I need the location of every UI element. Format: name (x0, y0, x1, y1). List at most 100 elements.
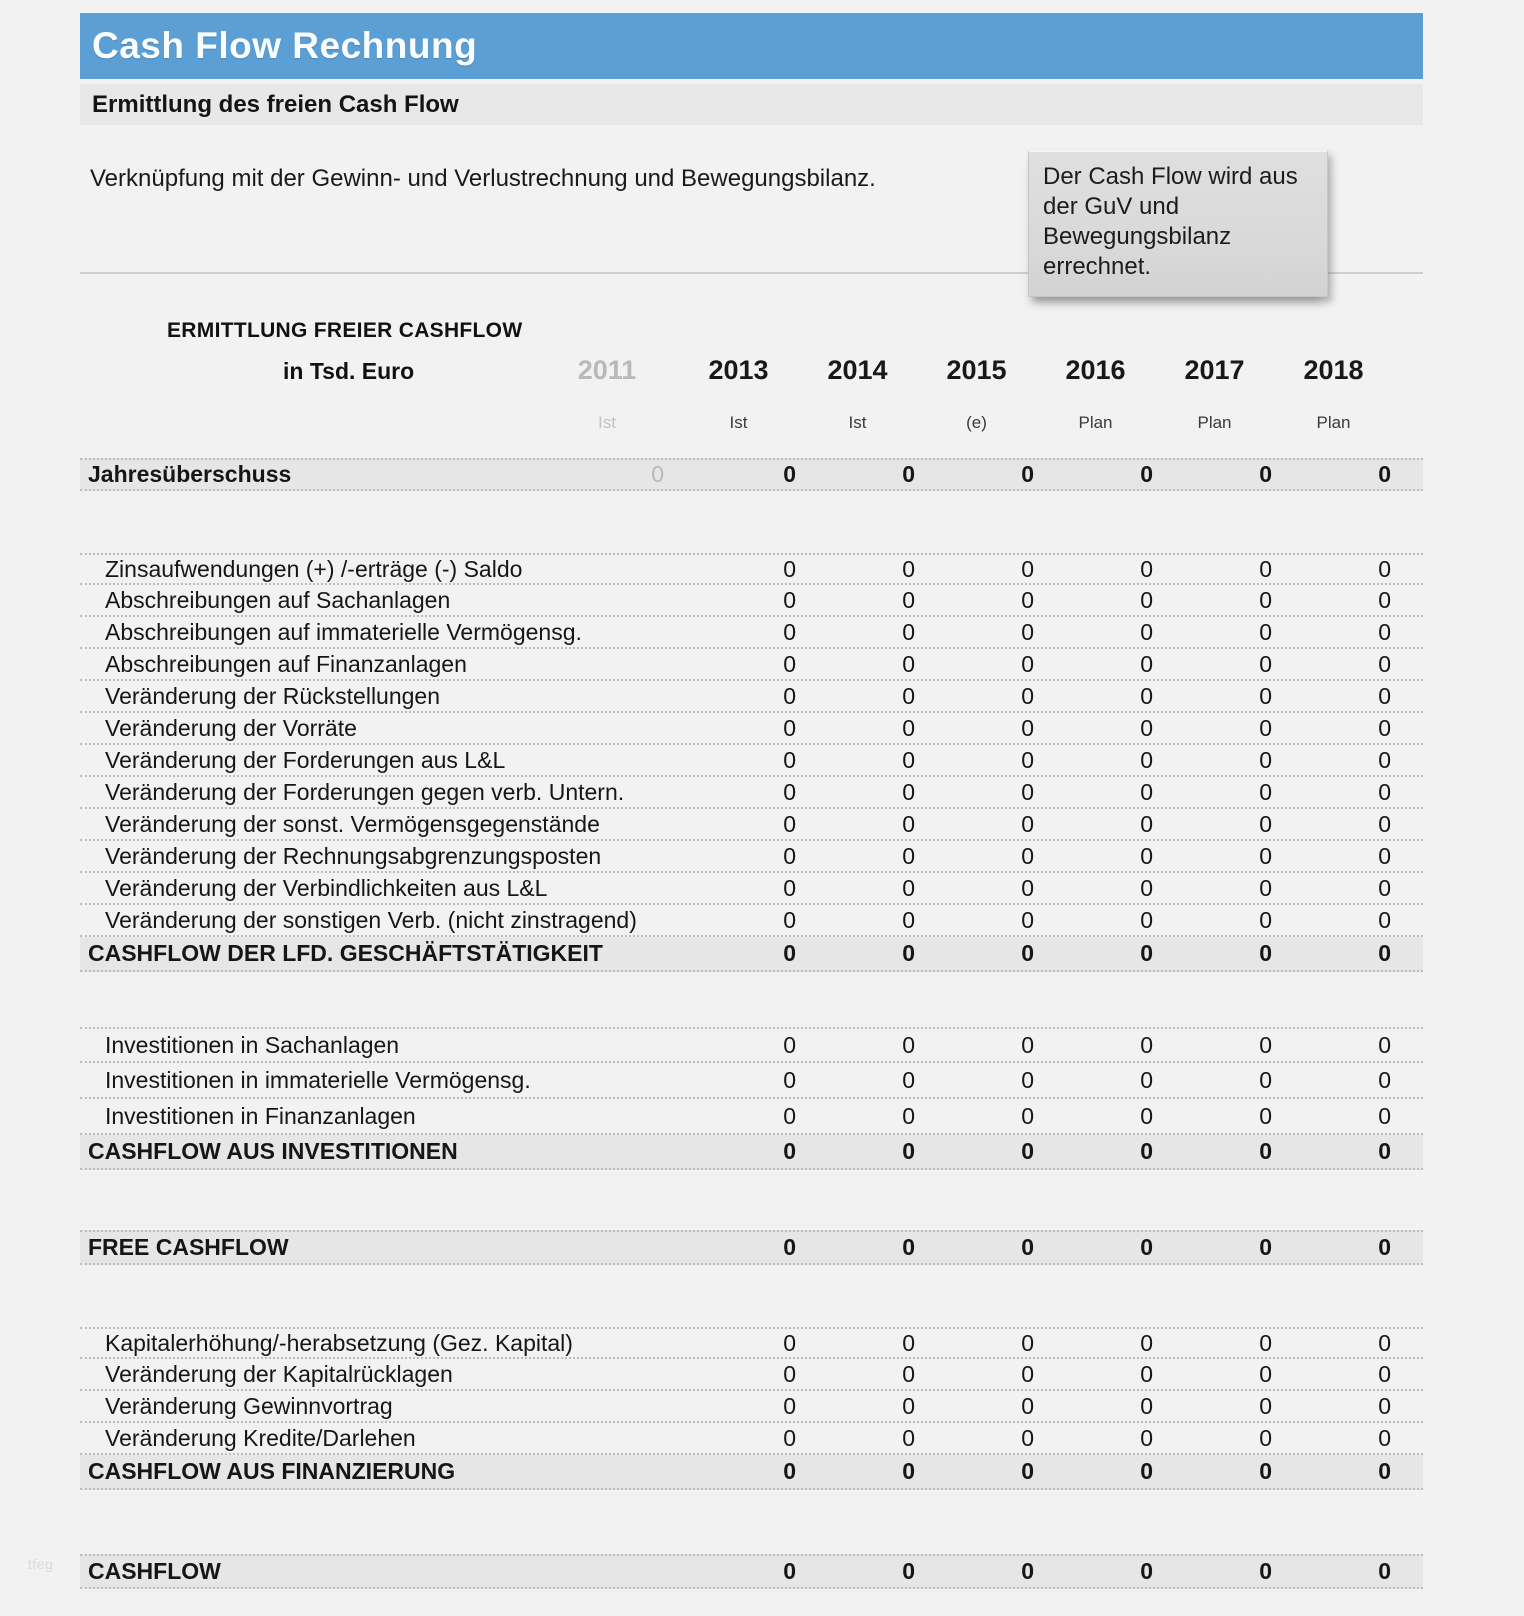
value-cell: 0 (783, 1102, 796, 1129)
row-label: Veränderung der Forderungen aus L&L (105, 746, 506, 773)
column-header-2018: 2018 (1274, 355, 1393, 386)
value-cell: 0 (1140, 1360, 1153, 1387)
value-cell: 0 (1140, 906, 1153, 933)
value-cell: 0 (902, 1424, 915, 1451)
table-title: ERMITTLUNG FREIER CASHFLOW (167, 319, 523, 342)
value-cell: 0 (902, 1329, 915, 1356)
value-cell: 0 (1259, 586, 1272, 613)
value-cell: 0 (1378, 874, 1391, 901)
column-status-2014: Ist (798, 413, 917, 433)
value-cell: 0 (783, 555, 796, 582)
value-cell: 0 (902, 714, 915, 741)
column-header-2011: 2011 (548, 355, 666, 386)
value-cell: 0 (1021, 586, 1034, 613)
table-row: Jahresüberschuss 0 0 0 0 0 0 0 (80, 458, 1423, 491)
column-status-2016: Plan (1036, 413, 1155, 433)
value-cell: 0 (651, 461, 664, 487)
row-label: CASHFLOW AUS FINANZIERUNG (88, 1458, 456, 1484)
value-cell: 0 (902, 1458, 915, 1484)
value-cell: 0 (1378, 650, 1391, 677)
row-spacer (80, 972, 1423, 1027)
value-cell: 0 (1259, 555, 1272, 582)
value-cell: 0 (902, 682, 915, 709)
value-cell: 0 (783, 874, 796, 901)
year-label: 2013 (708, 355, 769, 385)
value-cell: 0 (1259, 618, 1272, 645)
table-row: Veränderung der Verbindlichkeiten aus L&… (80, 873, 1423, 905)
value-cell: 0 (1021, 1558, 1034, 1584)
value-cell: 0 (1259, 1458, 1272, 1484)
value-cell: 0 (1140, 586, 1153, 613)
table-row: Veränderung Kredite/Darlehen 0 0 0 0 0 0 (80, 1423, 1423, 1455)
value-cell: 0 (902, 1392, 915, 1419)
row-label: Veränderung der Kapitalrücklagen (105, 1360, 453, 1387)
value-cell: 0 (1140, 940, 1153, 966)
value-cell: 0 (1259, 906, 1272, 933)
value-cell: 0 (1140, 746, 1153, 773)
value-cell: 0 (1259, 874, 1272, 901)
table-body: Jahresüberschuss 0 0 0 0 0 0 0 Zinsaufwendungen … (80, 458, 1423, 1589)
value-cell: 0 (783, 906, 796, 933)
value-cell: 0 (1140, 1458, 1153, 1484)
value-cell: 0 (783, 1360, 796, 1387)
row-label: Veränderung der sonst. Vermögensgegenstä… (105, 810, 600, 837)
table-row: Veränderung der Vorräte 0 0 0 0 0 0 (80, 713, 1423, 745)
value-cell: 0 (1259, 1234, 1272, 1260)
value-cell: 0 (1140, 1424, 1153, 1451)
value-cell: 0 (1021, 555, 1034, 582)
row-spacer (80, 1265, 1423, 1327)
table-row: Veränderung der Rechnungsabgrenzungspost… (80, 841, 1423, 873)
table-row: Veränderung der sonstigen Verb. (nicht z… (80, 905, 1423, 937)
row-label: Abschreibungen auf Sachanlagen (105, 586, 451, 613)
status-label-spacer (80, 413, 548, 433)
row-label: CASHFLOW AUS INVESTITIONEN (88, 1138, 458, 1164)
value-cell: 0 (1021, 1329, 1034, 1356)
row-label: Veränderung Gewinnvortrag (105, 1392, 393, 1419)
column-header-2015: 2015 (917, 355, 1036, 386)
value-cell: 0 (1021, 940, 1034, 966)
value-cell: 0 (1378, 778, 1391, 805)
row-label: Kapitalerhöhung/-herabsetzung (Gez. Kapi… (105, 1329, 573, 1356)
value-cell: 0 (1140, 842, 1153, 869)
table-row: CASHFLOW 0 0 0 0 0 0 (80, 1554, 1423, 1589)
value-cell: 0 (1259, 714, 1272, 741)
value-cell: 0 (1021, 1458, 1034, 1484)
value-cell: 0 (1378, 1424, 1391, 1451)
value-cell: 0 (783, 842, 796, 869)
value-cell: 0 (1140, 682, 1153, 709)
page-subtitle: Ermittlung des freien Cash Flow (80, 84, 1423, 125)
value-cell: 0 (1140, 1066, 1153, 1093)
row-label: CASHFLOW DER LFD. GESCHÄFTSTÄTIGKEIT (88, 940, 603, 966)
value-cell: 0 (902, 1558, 915, 1584)
table-row: Veränderung der Rückstellungen 0 0 0 0 0 0 (80, 681, 1423, 713)
value-cell: 0 (1259, 1329, 1272, 1356)
value-cell: 0 (1021, 1102, 1034, 1129)
value-cell: 0 (902, 1031, 915, 1058)
value-cell: 0 (1378, 1102, 1391, 1129)
status-label: Plan (1316, 413, 1351, 432)
row-label: Veränderung der Verbindlichkeiten aus L&… (105, 874, 548, 901)
table-row: FREE CASHFLOW 0 0 0 0 0 0 (80, 1230, 1423, 1265)
table-row: CASHFLOW DER LFD. GESCHÄFTSTÄTIGKEIT 0 0 0 0… (80, 937, 1423, 972)
value-cell: 0 (1140, 461, 1153, 487)
value-cell: 0 (902, 778, 915, 805)
value-cell: 0 (1021, 618, 1034, 645)
row-label: Jahresüberschuss (88, 461, 292, 487)
value-cell: 0 (1140, 1329, 1153, 1356)
value-cell: 0 (1378, 1558, 1391, 1584)
column-status-2017: Plan (1155, 413, 1274, 433)
value-cell: 0 (1259, 1360, 1272, 1387)
value-cell: 0 (1378, 461, 1391, 487)
value-cell: 0 (783, 810, 796, 837)
year-label: 2016 (1065, 355, 1126, 385)
row-label: Abschreibungen auf Finanzanlagen (105, 650, 467, 677)
value-cell: 0 (1259, 746, 1272, 773)
table-row: Veränderung der Kapitalrücklagen 0 0 0 0 0 0 (80, 1359, 1423, 1391)
column-status-2015: (e) (917, 413, 1036, 433)
column-status-2018: Plan (1274, 413, 1393, 433)
table-status-header: Ist Ist Ist (e) Plan Plan Plan (80, 413, 1423, 433)
value-cell: 0 (1378, 746, 1391, 773)
value-cell: 0 (1259, 778, 1272, 805)
value-cell: 0 (1140, 810, 1153, 837)
